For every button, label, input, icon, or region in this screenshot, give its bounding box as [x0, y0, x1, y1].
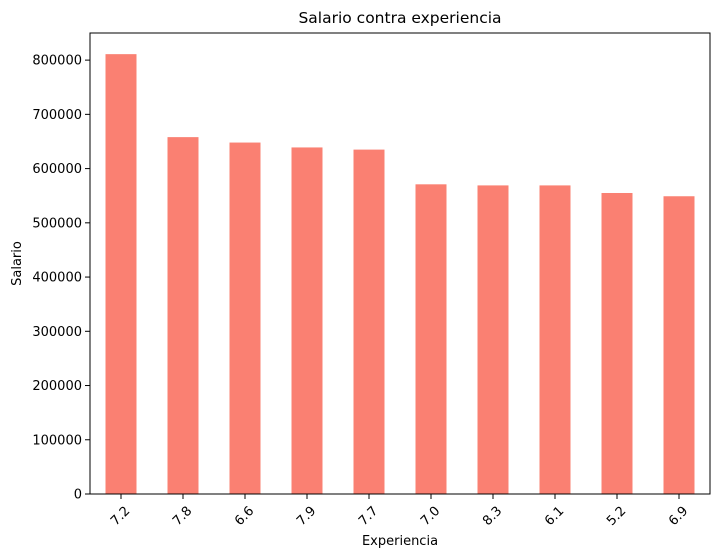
x-tick-label-7.7: 7.7 — [356, 504, 381, 529]
y-tick-label: 100000 — [32, 433, 82, 448]
x-tick-label-7.0: 7.0 — [418, 504, 443, 529]
x-tick-label-7.2: 7.2 — [108, 504, 133, 529]
y-axis: 0 100000 200000 300000 400000 500000 600000 700… — [32, 54, 90, 503]
y-tick-label: 500000 — [32, 216, 82, 231]
bar-6.1 — [539, 185, 571, 494]
x-tick-label-6.6: 6.6 — [232, 504, 257, 529]
y-tick-label: 200000 — [32, 379, 82, 394]
bar-7.8 — [167, 137, 199, 494]
chart-title: Salario contra experiencia — [298, 9, 501, 27]
y-axis-label: Salario — [10, 241, 25, 286]
bar-7.2 — [105, 54, 137, 494]
x-axis: 7.2 7.8 6.6 7.9 7.7 7.0 8.3 6.1 5.2 6.9 — [108, 494, 691, 529]
y-tick-label: 600000 — [32, 162, 82, 177]
x-tick-label-5.2: 5.2 — [604, 504, 629, 529]
y-tick-label: 700000 — [32, 108, 82, 123]
y-tick-label: 300000 — [32, 325, 82, 340]
y-tick-label: 800000 — [32, 54, 82, 69]
bar-6.9 — [663, 196, 695, 494]
y-tick-label: 0 — [74, 488, 82, 503]
x-axis-label: Experiencia — [362, 534, 438, 549]
bars-group — [105, 54, 695, 495]
x-tick-label-7.9: 7.9 — [294, 504, 319, 529]
y-tick-label: 400000 — [32, 271, 82, 286]
bar-7.9 — [291, 147, 323, 495]
plot-frame — [89, 32, 711, 495]
bar-6.6 — [229, 142, 261, 494]
x-tick-label-6.1: 6.1 — [542, 504, 567, 529]
bar-7.0 — [415, 184, 447, 494]
bar-7.7 — [353, 149, 385, 494]
x-tick-label-6.9: 6.9 — [666, 504, 691, 529]
bar-8.3 — [477, 185, 509, 494]
x-tick-label-7.8: 7.8 — [170, 504, 195, 529]
bar-5.2 — [601, 192, 633, 494]
x-tick-label-8.3: 8.3 — [480, 504, 505, 529]
